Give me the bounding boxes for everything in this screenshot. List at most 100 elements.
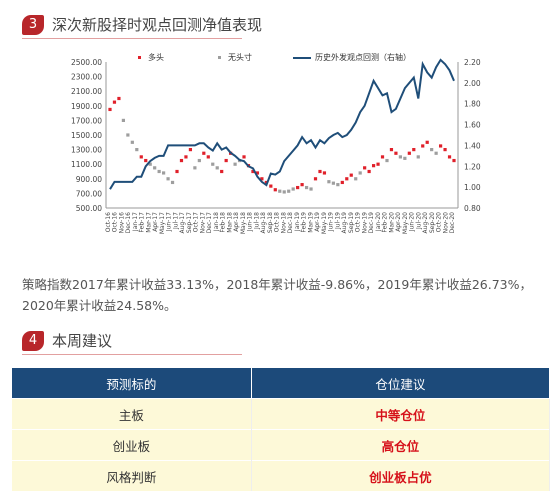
legend-marker [138,56,141,59]
index-point [435,152,438,155]
left-tick-label: 2300.00 [71,73,102,82]
index-point [421,144,424,147]
index-point [175,170,178,173]
section-title: 深次新股择时观点回测净值表现 [52,14,262,35]
index-point [359,171,362,174]
right-tick-label: 1.40 [464,141,481,150]
index-point [211,163,214,166]
index-point [305,186,308,189]
table-row: 主板 中等仓位 [12,399,550,430]
left-tick-label: 2100.00 [71,87,102,96]
index-point [336,183,339,186]
index-point [363,166,366,169]
index-point [225,159,228,162]
left-tick-label: 2500.00 [71,58,102,67]
section-number-badge: 4 [22,331,44,351]
index-point [448,155,451,158]
legend-marker [218,56,221,59]
index-point [198,159,201,162]
index-point [108,108,111,111]
index-point [189,148,192,151]
cell-target: 主板 [12,399,251,430]
index-point [126,133,129,136]
index-point [408,152,411,155]
section-divider [22,354,242,355]
table-row: 风格判断 创业板占优 [12,461,550,491]
index-point [412,148,415,151]
section-header-advice: 4 本周建议 [0,326,550,356]
index-point [207,155,210,158]
right-tick-label: 1.60 [464,121,481,130]
left-tick-label: 1900.00 [71,102,102,111]
index-point [162,171,165,174]
table-row: 创业板 高仓位 [12,430,550,461]
right-tick-label: 0.80 [464,204,481,213]
index-point [394,152,397,155]
index-point [171,181,174,184]
index-point [332,182,335,185]
left-tick-label: 1700.00 [71,116,102,125]
index-point [287,190,290,193]
index-point [202,152,205,155]
index-point [296,186,299,189]
left-tick-label: 1100.00 [71,160,102,169]
index-point [399,155,402,158]
header-target: 预测标的 [12,368,251,399]
cell-target: 风格判断 [12,461,251,491]
index-point [135,148,138,151]
index-point [314,177,317,180]
right-tick-label: 1.20 [464,162,481,171]
index-point [368,170,371,173]
index-point [323,171,326,174]
index-point [354,177,357,180]
index-point [122,119,125,122]
return-summary-text: 策略指数2017年累计收益33.13%，2018年累计收益-9.86%，2019… [22,274,532,316]
index-point [318,170,321,173]
cell-advice: 创业板占优 [251,461,549,491]
right-tick-label: 1.00 [464,183,481,192]
index-point [233,163,236,166]
cell-advice: 中等仓位 [251,399,549,430]
legend-label: 多头 [148,52,164,62]
index-point [216,166,219,169]
section-number-badge: 3 [22,15,44,35]
left-tick-label: 500.00 [76,204,102,213]
index-point [341,181,344,184]
index-point [390,148,393,151]
left-tick-label: 900.00 [76,175,102,184]
weekly-advice-table: 预测标的 仓位建议 主板 中等仓位 创业板 高仓位 风格判断 创业板占优 [12,368,550,491]
left-tick-label: 1300.00 [71,146,102,155]
index-point [184,155,187,158]
right-tick-label: 2.00 [464,79,481,88]
header-advice: 仓位建议 [251,368,549,399]
cell-target: 创业板 [12,430,251,461]
index-point [153,166,156,169]
index-point [301,183,304,186]
index-point [430,148,433,151]
index-point [452,159,455,162]
index-point [144,159,147,162]
index-point [193,166,196,169]
left-tick-label: 1500.00 [71,131,102,140]
index-point [381,155,384,158]
index-point [443,148,446,151]
index-point [417,155,420,158]
index-point [180,159,183,162]
index-point [242,155,245,158]
table-header-row: 预测标的 仓位建议 [12,368,550,399]
index-point [426,141,429,144]
index-point [158,170,161,173]
index-point [327,180,330,183]
index-point [117,97,120,100]
index-point [350,174,353,177]
index-point [309,187,312,190]
section-header-chart: 3 深次新股择时观点回测净值表现 [0,10,550,40]
right-tick-label: 1.80 [464,100,481,109]
section-divider [22,38,242,39]
legend-label: 无头寸 [228,52,252,62]
legend-label: 历史外发观点回测（右轴） [315,52,411,62]
right-tick-label: 2.20 [464,58,481,67]
index-point [403,157,406,160]
index-point [269,185,272,188]
cell-advice: 高仓位 [251,430,549,461]
